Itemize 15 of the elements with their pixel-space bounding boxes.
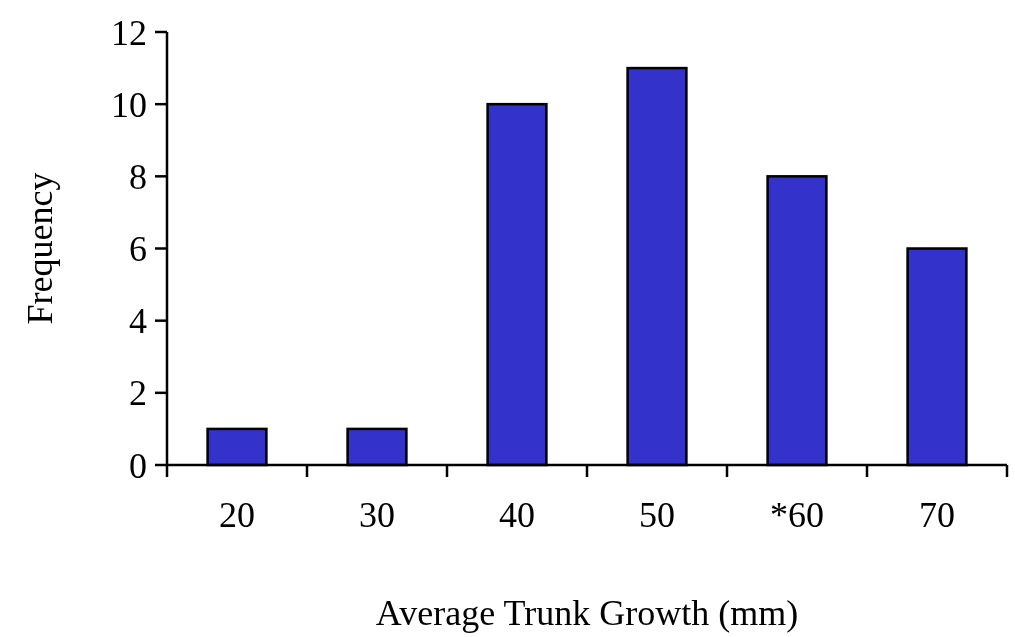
y-tick-label: 4: [129, 301, 147, 342]
x-tick-label: 50: [639, 495, 675, 535]
y-tick-label: 2: [129, 373, 147, 414]
y-tick-label: 8: [129, 156, 147, 197]
y-tick-label: 0: [129, 445, 147, 486]
y-tick-label: 10: [111, 84, 147, 125]
x-tick-label: *60: [770, 495, 824, 535]
x-tick-label: 30: [359, 495, 395, 535]
x-tick-label: 70: [919, 495, 955, 535]
y-axis-title: Frequency: [20, 172, 60, 325]
y-tick-label: 6: [129, 229, 147, 270]
x-axis-title: Average Trunk Growth (mm): [375, 593, 799, 633]
x-tick-label: 20: [219, 495, 255, 535]
y-tick-label: 12: [111, 12, 147, 53]
x-tick-label: 40: [499, 495, 535, 535]
